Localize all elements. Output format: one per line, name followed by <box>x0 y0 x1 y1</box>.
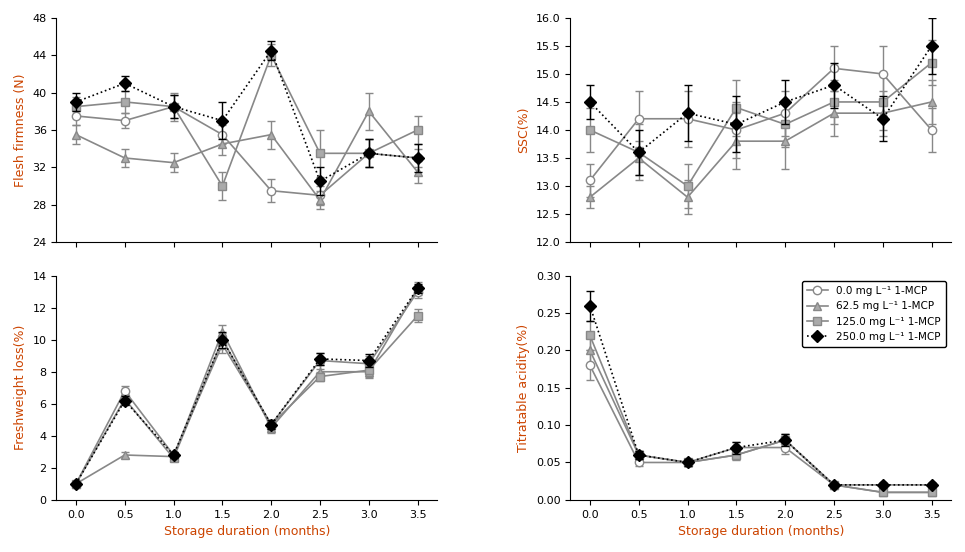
X-axis label: Storage duration (months): Storage duration (months) <box>677 525 844 538</box>
Y-axis label: Freshweight loss(%): Freshweight loss(%) <box>14 325 27 450</box>
Y-axis label: Flesh firmness (N): Flesh firmness (N) <box>14 73 27 187</box>
Y-axis label: SSC(%): SSC(%) <box>517 107 531 153</box>
X-axis label: Storage duration (months): Storage duration (months) <box>164 525 330 538</box>
Y-axis label: Titratable acidity(%): Titratable acidity(%) <box>517 323 531 452</box>
Legend: 0.0 mg L⁻¹ 1-MCP, 62.5 mg L⁻¹ 1-MCP, 125.0 mg L⁻¹ 1-MCP, 250.0 mg L⁻¹ 1-MCP: 0.0 mg L⁻¹ 1-MCP, 62.5 mg L⁻¹ 1-MCP, 125… <box>802 281 946 347</box>
